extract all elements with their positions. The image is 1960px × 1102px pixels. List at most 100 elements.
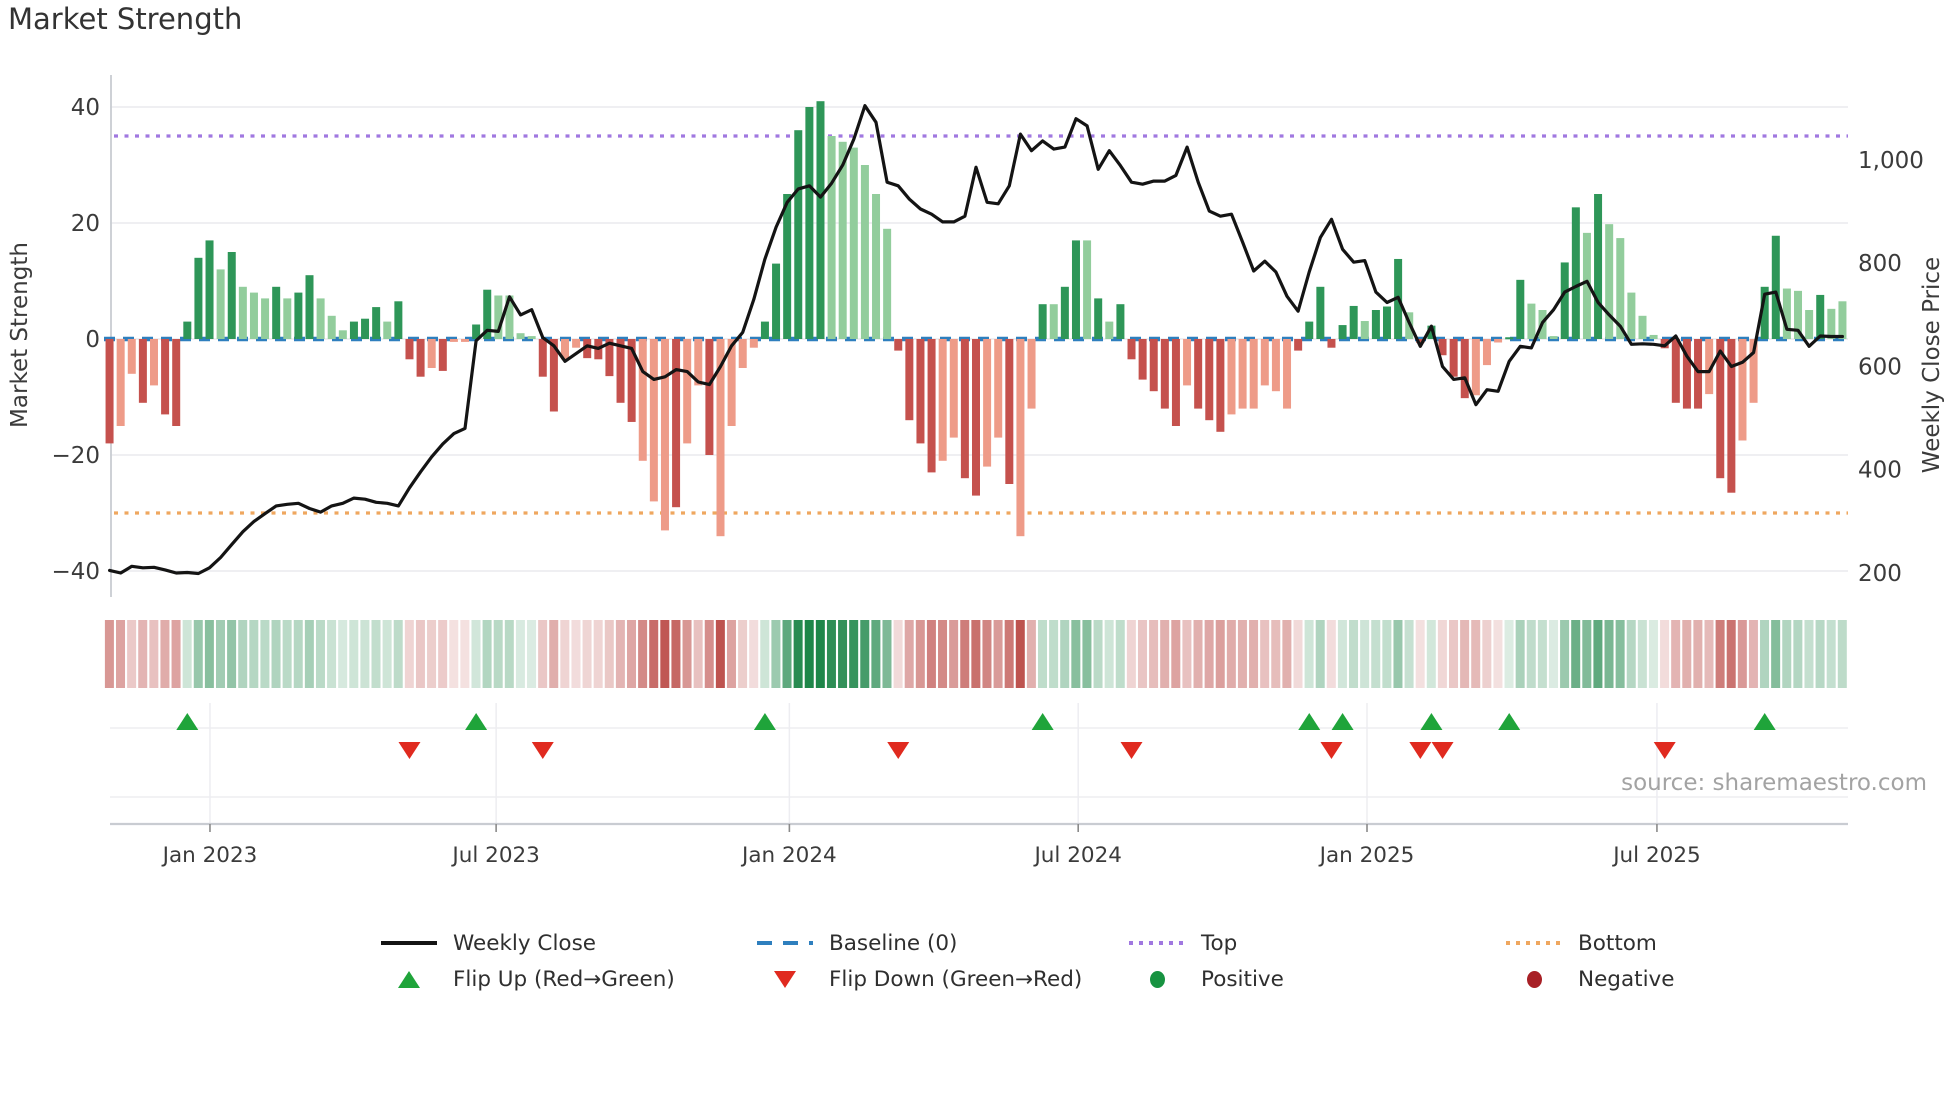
strength-bar [1571, 207, 1580, 339]
y-left-tick-label: 20 [71, 211, 100, 237]
heat-cell [1282, 620, 1292, 688]
flip-down-marker [1431, 742, 1454, 759]
strength-bar [638, 339, 647, 461]
strength-bar [305, 275, 314, 339]
heat-cell [1482, 620, 1492, 688]
strength-bar [394, 301, 403, 339]
heat-cell [715, 620, 725, 688]
y-axis-left-ticks: 40 20 0 −20 −40 [51, 95, 100, 585]
heat-cell [227, 620, 237, 688]
x-tick-label: Jul 2024 [1032, 843, 1122, 868]
legend-item-flip-down: Flip Down (Green→Red) [756, 962, 1082, 996]
strength-bar [1060, 286, 1069, 339]
strength-bar [560, 339, 569, 360]
strength-bar [138, 339, 147, 403]
strength-bar [983, 339, 992, 467]
heat-cell [438, 620, 448, 688]
strength-bar [349, 321, 358, 339]
strength-bar [549, 339, 558, 412]
strength-bar [938, 339, 947, 461]
strength-bar [1638, 315, 1647, 339]
heat-cell [726, 620, 736, 688]
flip-down-marker [531, 742, 554, 759]
heat-cell [471, 620, 481, 688]
heat-cell [882, 620, 892, 688]
strength-bar [1516, 279, 1525, 339]
strength-bar [472, 324, 481, 339]
heat-cell [104, 620, 114, 688]
strength-bar [105, 339, 114, 444]
y-right-tick-label: 1,000 [1858, 148, 1924, 174]
heat-cell [527, 620, 537, 688]
strength-bar [1827, 308, 1836, 339]
strength-bar [672, 339, 681, 508]
strength-bar [1316, 286, 1325, 339]
heat-cell [338, 620, 348, 688]
strength-bar [805, 107, 814, 339]
strength-bar [794, 130, 803, 339]
heat-cell [215, 620, 225, 688]
strength-bar [1383, 306, 1392, 339]
heat-cell [915, 620, 925, 688]
heat-cell [782, 620, 792, 688]
heat-cell [615, 620, 625, 688]
strength-bar [338, 330, 347, 339]
strength-bar [183, 321, 192, 339]
heat-cell [393, 620, 403, 688]
strength-bar [1760, 286, 1769, 339]
strength-bar [1694, 339, 1703, 409]
legend-label: Top [1201, 930, 1238, 956]
strength-bar [783, 194, 792, 339]
strength-bar [760, 321, 769, 339]
strength-bar [1482, 339, 1491, 366]
strength-bar [1705, 339, 1714, 395]
strength-bar [527, 336, 536, 339]
strength-bar [1283, 339, 1292, 409]
legend-label: Weekly Close [453, 930, 597, 956]
strength-bar [438, 339, 447, 371]
y-left-tick-label: −20 [51, 443, 100, 469]
heat-cell [793, 620, 803, 688]
flip-down-triangle-icon [756, 970, 814, 988]
x-tick-label: Jul 2025 [1611, 843, 1701, 868]
heat-cell [938, 620, 948, 688]
flip-down-marker [1320, 742, 1343, 759]
strength-bar [605, 339, 614, 377]
strength-bar [972, 339, 980, 496]
heat-cell [1237, 620, 1247, 688]
y-left-tick-label: 40 [71, 95, 100, 121]
strength-bar [1471, 339, 1480, 396]
heat-cell [1115, 620, 1125, 688]
strength-bar [1294, 339, 1303, 351]
heat-cell [1648, 620, 1658, 688]
heat-cell [1560, 620, 1570, 688]
heat-cell [1093, 620, 1103, 688]
heat-cell [1449, 620, 1459, 688]
heat-cell [1682, 620, 1692, 688]
legend-item-flip-up: Flip Up (Red→Green) [380, 962, 675, 996]
heat-cell [749, 620, 759, 688]
strength-bar [716, 339, 725, 537]
strength-bar [1549, 336, 1558, 339]
strength-bar [1660, 339, 1669, 349]
heat-cell [271, 620, 281, 688]
strength-bar [1094, 298, 1103, 339]
strength-bar [1627, 292, 1636, 339]
heat-cell [360, 620, 370, 688]
heat-cell [1193, 620, 1203, 688]
heat-cell [604, 620, 614, 688]
page-title: Market Strength [8, 2, 243, 36]
heat-cell [504, 620, 514, 688]
heat-cell [1771, 620, 1781, 688]
strength-bar [1349, 305, 1358, 339]
heat-cell [1593, 620, 1603, 688]
flip-down-marker [1409, 742, 1432, 759]
heat-cell [1071, 620, 1081, 688]
heat-cell [693, 620, 703, 688]
heat-cell [1393, 620, 1403, 688]
heat-cell [116, 620, 126, 688]
heat-cell [538, 620, 548, 688]
strength-bar [238, 286, 247, 339]
